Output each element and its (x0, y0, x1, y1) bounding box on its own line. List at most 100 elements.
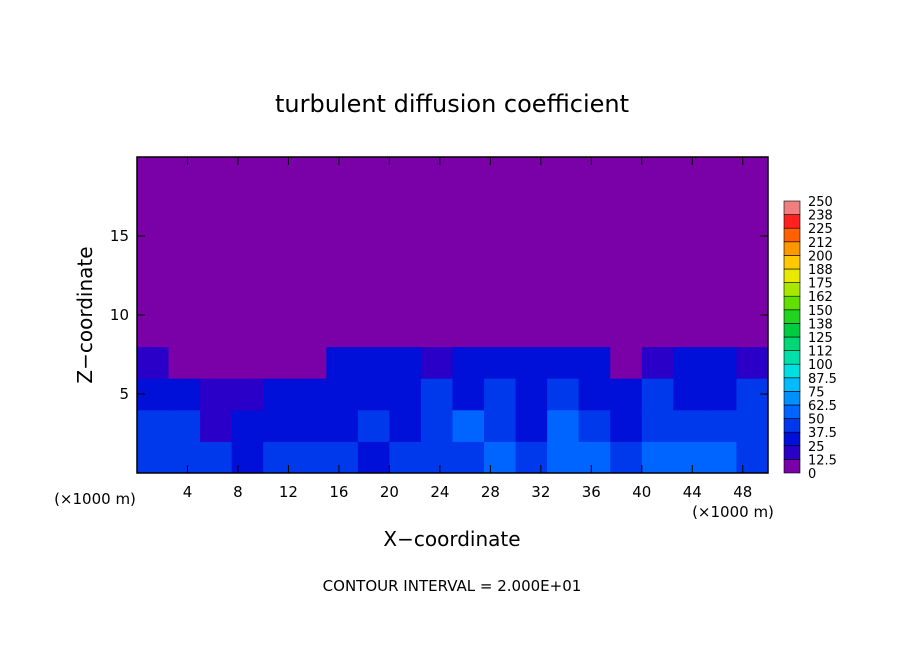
heatmap-cell (547, 346, 580, 379)
heatmap-cell (168, 283, 201, 316)
heatmap-cell (736, 188, 769, 221)
x-tick-label: 20 (380, 483, 399, 501)
heatmap-cell (515, 220, 548, 253)
heatmap-cell (736, 315, 769, 348)
colorbar-segment (783, 309, 801, 324)
heatmap-cell (610, 188, 643, 221)
colorbar-segment (783, 295, 801, 311)
heatmap-cell (326, 251, 359, 284)
heatmap-cell (389, 188, 422, 221)
heatmap-cell (515, 251, 548, 284)
heatmap-cell (231, 409, 264, 442)
heatmap-cell (547, 188, 580, 221)
heatmap-cell (326, 283, 359, 316)
heatmap-cell (168, 220, 201, 253)
heatmap-cell (515, 188, 548, 221)
heatmap-cell (736, 441, 769, 474)
heatmap-cell (578, 409, 611, 442)
x-tick-label: 32 (531, 483, 550, 501)
heatmap-cell (200, 378, 233, 411)
heatmap-cell (515, 283, 548, 316)
heatmap-cell (452, 378, 485, 411)
heatmap-cell (547, 378, 580, 411)
colorbar-segment (783, 459, 801, 474)
colorbar-label: 25 (808, 440, 825, 455)
heatmap-cell (641, 378, 674, 411)
heatmap-cell (294, 251, 327, 284)
colorbar-segment (783, 268, 801, 283)
heatmap-cell (515, 346, 548, 379)
colorbar-segment (783, 404, 801, 419)
heatmap-cell (389, 441, 422, 474)
heatmap-cell (168, 251, 201, 284)
heatmap-cell (263, 283, 296, 316)
heatmap-cell (231, 283, 264, 316)
heatmap-cell (484, 346, 517, 379)
heatmap-cell (231, 346, 264, 379)
colorbar-label: 138 (808, 317, 833, 332)
heatmap-cell (294, 346, 327, 379)
heatmap-cell (673, 188, 706, 221)
colorbar-label: 37.5 (808, 426, 837, 441)
heatmap-cell (389, 157, 422, 190)
heatmap-cell (200, 157, 233, 190)
heatmap-cell (420, 283, 453, 316)
colorbar-label: 75 (808, 385, 825, 400)
heatmap-cell (673, 315, 706, 348)
heatmap-cell (357, 188, 390, 221)
heatmap-cell (263, 441, 296, 474)
colorbar-segment (783, 377, 801, 392)
heatmap-cell (137, 251, 170, 284)
heatmap-cell (452, 220, 485, 253)
heatmap-cell (452, 346, 485, 379)
heatmap-cell (736, 157, 769, 190)
heatmap-cell (231, 157, 264, 190)
heatmap-cell (547, 251, 580, 284)
heatmap-cell (610, 441, 643, 474)
heatmap-cell (200, 346, 233, 379)
heatmap-cell (610, 346, 643, 379)
heatmap-cell (200, 220, 233, 253)
heatmap-cell (137, 315, 170, 348)
heatmap-cell (736, 283, 769, 316)
heatmap-cell (673, 157, 706, 190)
heatmap-cell (263, 251, 296, 284)
colorbar-label: 87.5 (808, 372, 837, 387)
heatmap-cell (578, 220, 611, 253)
heatmap-cell (704, 378, 737, 411)
heatmap-cell (389, 378, 422, 411)
heatmap-cell (294, 409, 327, 442)
heatmap-cell (641, 157, 674, 190)
heatmap-cell (389, 220, 422, 253)
heatmap-cell (704, 251, 737, 284)
heatmap-cell (420, 346, 453, 379)
heatmap-cell (515, 378, 548, 411)
heatmap-cell (704, 346, 737, 379)
heatmap-cell (326, 378, 359, 411)
heatmap-cell (263, 157, 296, 190)
heatmap-cell (641, 346, 674, 379)
colorbar-segment (783, 391, 801, 406)
heatmap-cell (263, 409, 296, 442)
heatmap-cell (736, 251, 769, 284)
heatmap-cell (389, 283, 422, 316)
heatmap-cell (263, 315, 296, 348)
heatmap-cell (326, 157, 359, 190)
x-tick-label: 44 (683, 483, 702, 501)
colorbar-segment (783, 336, 801, 351)
heatmap-cell (200, 283, 233, 316)
colorbar-label: 188 (808, 263, 833, 278)
heatmap-cell (641, 441, 674, 474)
x-tick-label: 24 (430, 483, 449, 501)
heatmap-cell (168, 378, 201, 411)
heatmap-cell (578, 251, 611, 284)
colorbar-label: 212 (808, 236, 833, 251)
x-tick-label: 4 (183, 483, 193, 501)
heatmap-cell (515, 315, 548, 348)
heatmap-cell (326, 346, 359, 379)
heatmap-cell (673, 378, 706, 411)
heatmap-cell (231, 441, 264, 474)
heatmap-cell (420, 220, 453, 253)
heatmap-cell (641, 283, 674, 316)
heatmap-cell (610, 409, 643, 442)
